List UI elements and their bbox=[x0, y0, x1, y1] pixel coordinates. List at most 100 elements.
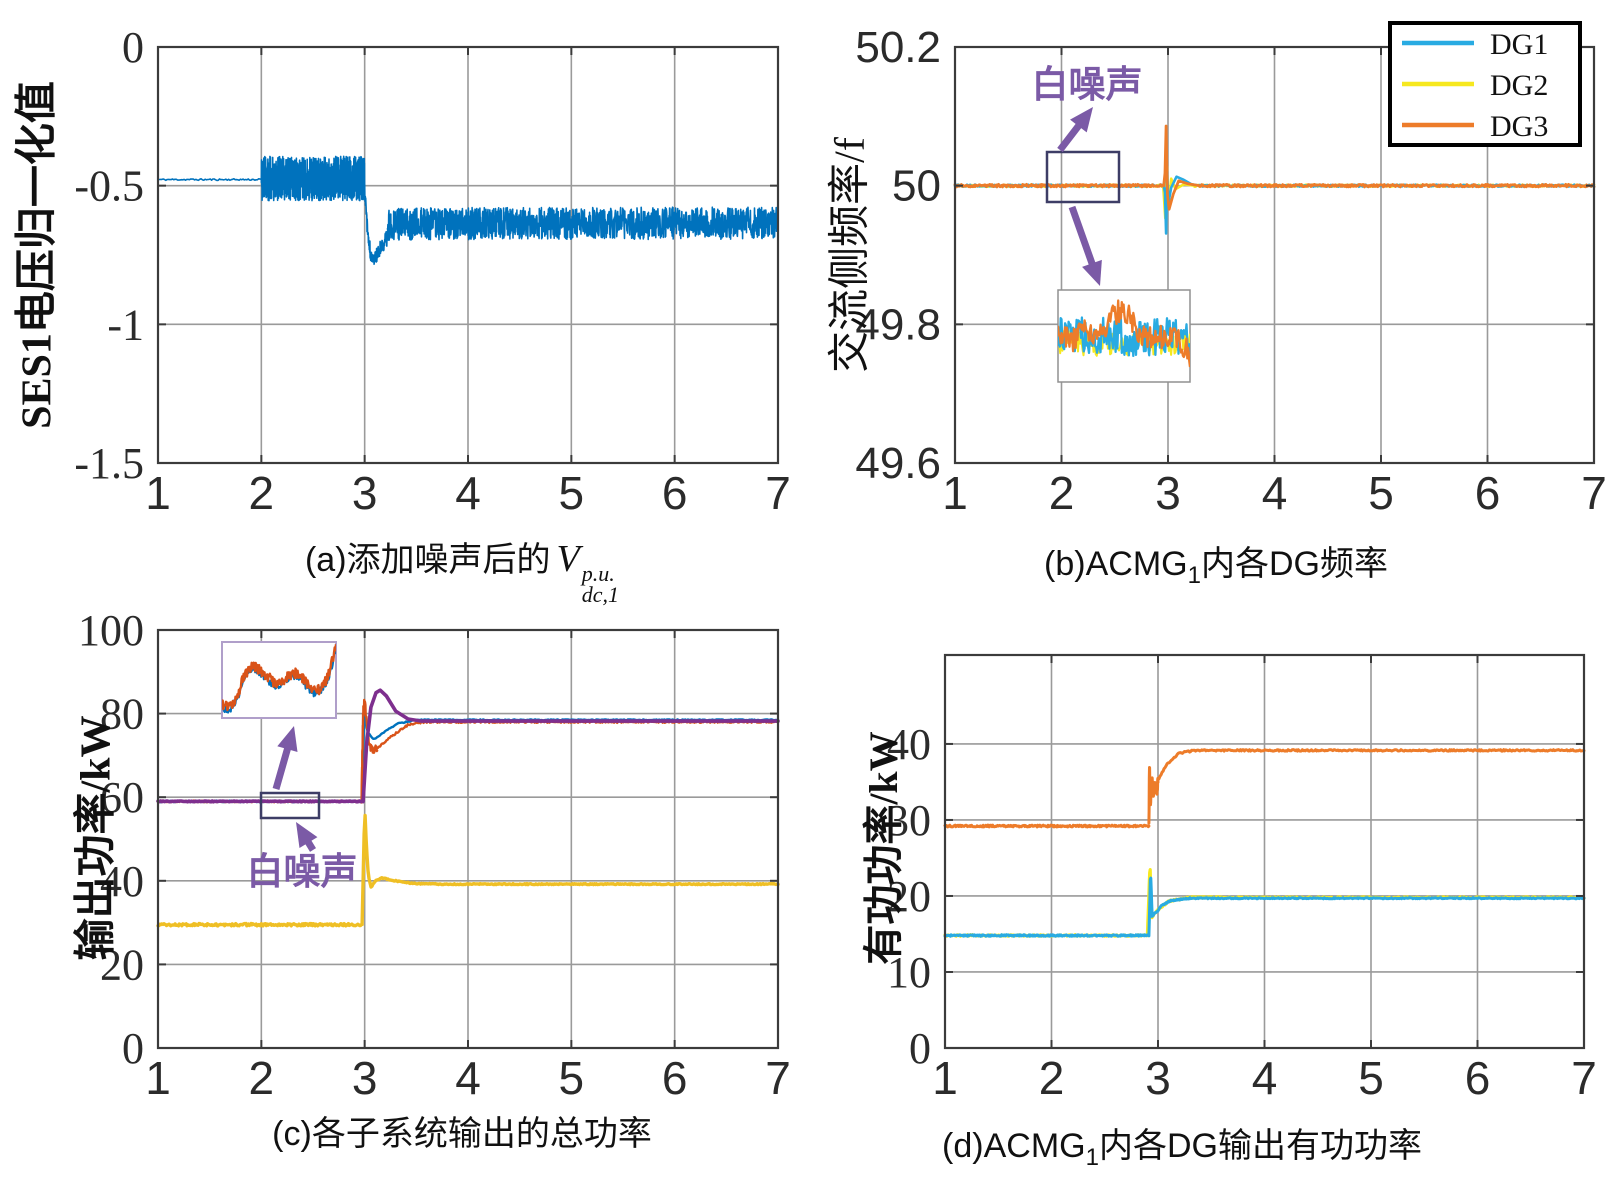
inset-series-group bbox=[222, 644, 336, 714]
annotation-arrow-head bbox=[1082, 259, 1102, 286]
x-tick-label: 6 bbox=[1475, 467, 1501, 519]
caption-d-pre: (d)ACMG bbox=[942, 1127, 1086, 1165]
y-tick-label: -1.5 bbox=[74, 439, 144, 488]
x-tick-label: 2 bbox=[1049, 467, 1075, 519]
inset-series bbox=[222, 644, 336, 712]
y-tick-label: 20 bbox=[887, 872, 931, 921]
chart-panel-c: 1 2 3 4 5 6 7 0 20 40 60 80 100 白噪声 bbox=[78, 606, 791, 1104]
x-tick-label: 3 bbox=[1145, 1052, 1171, 1104]
zoom-source-rect bbox=[1045, 150, 1121, 204]
x-tick-label: 5 bbox=[559, 1052, 585, 1104]
legend-label: DG3 bbox=[1490, 110, 1548, 143]
caption-b-pre: (b)ACMG bbox=[1044, 545, 1188, 583]
x-tick-label: 7 bbox=[1581, 467, 1607, 519]
y-tick-label: -1 bbox=[107, 300, 144, 349]
caption-b-subscript: 1 bbox=[1187, 561, 1201, 589]
zoom-source-rect bbox=[259, 791, 321, 820]
x-tick-label: 3 bbox=[352, 1052, 378, 1104]
x-tick-label: 4 bbox=[1262, 467, 1288, 519]
x-tick-label: 1 bbox=[145, 467, 171, 519]
caption-d-post: 内各DG输出有功功率 bbox=[1098, 1127, 1422, 1165]
x-tick-label: 6 bbox=[662, 1052, 688, 1104]
annotation-arrow-head bbox=[277, 726, 298, 752]
chart-panel-a: 1 2 3 4 5 6 7 0 -0.5 -1 -1.5 bbox=[74, 23, 791, 519]
x-tick-label: 1 bbox=[942, 467, 968, 519]
caption-b-post: 内各DG频率 bbox=[1200, 545, 1388, 583]
x-tick-label: 3 bbox=[352, 467, 378, 519]
tick-marks bbox=[157, 629, 779, 1049]
series-Vdc1_pu bbox=[157, 155, 779, 265]
caption-c-text: (c)各子系统输出的总功率 bbox=[272, 1115, 652, 1153]
caption-b: (b)ACMG1内各DG频率 bbox=[814, 536, 1608, 590]
y-axis-label-c: 输出功率/kW bbox=[73, 715, 120, 961]
x-tick-label: 7 bbox=[1571, 1052, 1597, 1104]
y-tick-label: 40 bbox=[100, 857, 144, 906]
caption-c: (c)各子系统输出的总功率 bbox=[60, 1106, 864, 1155]
chart-panel-b: 1 2 3 4 5 6 7 50.2 50 49.8 49.6 白噪声 DG1 DG2 DG3 bbox=[855, 21, 1607, 519]
y-axis-label-a: SES1电压归一化值 bbox=[14, 81, 61, 429]
x-tick-label: 4 bbox=[455, 467, 481, 519]
y-tick-label: 20 bbox=[100, 940, 144, 989]
series-DG3-power bbox=[943, 748, 1586, 829]
tick-marks bbox=[944, 655, 1585, 1049]
series-DG1-power bbox=[943, 876, 1586, 938]
caption-a-text: (a)添加噪声后的 bbox=[304, 541, 551, 579]
x-tick-label: 6 bbox=[1465, 1052, 1491, 1104]
series-group-d bbox=[943, 748, 1586, 938]
legend-label: DG2 bbox=[1490, 69, 1548, 102]
inset-series-group bbox=[1058, 299, 1190, 368]
x-tick-label: 7 bbox=[765, 467, 791, 519]
y-tick-label: -0.5 bbox=[74, 162, 144, 211]
caption-a-sup: p.u. bbox=[581, 561, 615, 586]
y-tick-label: 40 bbox=[887, 720, 931, 769]
x-tick-label: 1 bbox=[932, 1052, 958, 1104]
y-tick-label: 50 bbox=[892, 162, 941, 211]
x-tick-label: 3 bbox=[1155, 467, 1181, 519]
x-tick-label: 2 bbox=[249, 1052, 275, 1104]
grid-a bbox=[158, 47, 778, 463]
y-tick-label: 50.2 bbox=[855, 23, 941, 72]
inset-series bbox=[1058, 316, 1190, 358]
y-tick-label: 100 bbox=[78, 606, 144, 655]
x-tick-label: 5 bbox=[1368, 467, 1394, 519]
y-axis-label-d: 有功功率/kW bbox=[861, 731, 906, 965]
y-tick-label: 30 bbox=[887, 796, 931, 845]
tick-marks bbox=[157, 46, 779, 464]
y-tick-label: 0 bbox=[122, 23, 144, 72]
x-tick-label: 6 bbox=[662, 467, 688, 519]
x-tick-label: 5 bbox=[559, 467, 585, 519]
series-group-a bbox=[157, 155, 779, 265]
y-tick-label: 10 bbox=[887, 948, 931, 997]
series-group-b bbox=[953, 124, 1596, 235]
series-subsystem-yellow bbox=[156, 813, 780, 928]
x-tick-label: 2 bbox=[1039, 1052, 1065, 1104]
x-tick-label: 7 bbox=[765, 1052, 791, 1104]
caption-a-symbol: V bbox=[556, 538, 580, 580]
y-tick-label: 49.6 bbox=[855, 439, 941, 488]
caption-a-sub: dc,1 bbox=[581, 581, 620, 607]
white-noise-label: 白噪声 bbox=[247, 851, 358, 892]
y-tick-label: 60 bbox=[100, 773, 144, 822]
y-axis-label-b: 交流侧频率/f bbox=[827, 137, 874, 373]
annotation-arrow-head bbox=[296, 822, 318, 848]
chart-panel-d: 1 2 3 4 5 6 7 0 10 20 30 40 bbox=[887, 653, 1597, 1104]
inset-series bbox=[1058, 299, 1190, 368]
series-DG3 bbox=[953, 124, 1596, 211]
grid-d bbox=[945, 655, 1584, 1048]
annotation-arrow-line bbox=[1068, 205, 1099, 274]
x-tick-label: 1 bbox=[145, 1052, 171, 1104]
x-tick-label: 4 bbox=[455, 1052, 481, 1104]
x-tick-label: 4 bbox=[1252, 1052, 1278, 1104]
annotation-arrow-head bbox=[1070, 107, 1093, 133]
x-tick-label: 5 bbox=[1358, 1052, 1384, 1104]
y-tick-label: 0 bbox=[122, 1024, 144, 1073]
x-tick-label: 2 bbox=[249, 467, 275, 519]
caption-d-subscript: 1 bbox=[1085, 1143, 1099, 1171]
y-tick-label: 0 bbox=[909, 1024, 931, 1073]
caption-d: (d)ACMG1内各DG输出有功功率 bbox=[780, 1118, 1584, 1172]
white-noise-label: 白噪声 bbox=[1032, 64, 1143, 105]
legend: DG1 DG2 DG3 bbox=[1388, 21, 1582, 147]
y-tick-label: 80 bbox=[100, 690, 144, 739]
